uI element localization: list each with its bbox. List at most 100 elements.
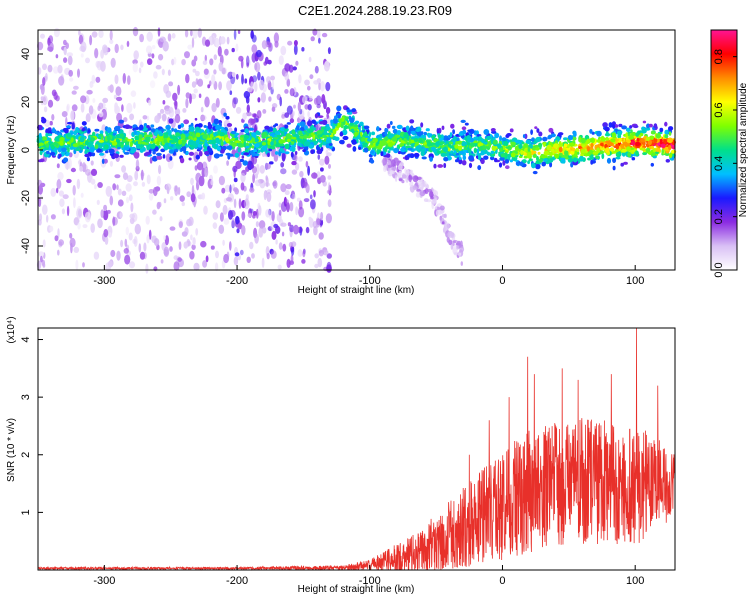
spectrogram-noise-cell	[186, 218, 192, 227]
snr-background	[38, 328, 675, 570]
spectrogram-branch-cell	[446, 237, 450, 243]
spectrogram-noise-cell	[204, 167, 209, 178]
spectrogram-signal-cell	[429, 156, 433, 162]
spectrogram-noise-cell	[261, 257, 265, 268]
spectrogram-noise-cell	[184, 227, 189, 236]
spectrogram-noise-cell	[309, 194, 313, 200]
spectrogram-signal-cell	[547, 134, 553, 139]
spectrogram-signal-cell	[631, 131, 637, 136]
spectrogram-noise-cell	[177, 257, 182, 262]
spectrogram-branch-cell	[447, 230, 453, 239]
spectrogram-signal-cell	[175, 138, 179, 143]
spectrogram-noise-cell	[102, 209, 109, 221]
spectrogram-noise-cell	[100, 209, 104, 219]
spectrogram-noise-cell	[268, 96, 272, 102]
spectrogram-signal-cell	[195, 126, 200, 132]
spectrogram-signal-cell	[572, 136, 577, 141]
spectrogram-signal-cell	[405, 145, 412, 149]
spectrogram-signal-cell	[168, 118, 174, 124]
x-tick-label: 100	[626, 275, 644, 287]
spectrogram-signal-cell	[175, 132, 180, 137]
spectrogram-noise-cell	[42, 204, 48, 215]
spectrogram-signal-cell	[473, 130, 478, 136]
spectrogram-signal-cell	[642, 152, 647, 156]
spectrogram-signal-cell	[173, 128, 178, 133]
spectrogram-noise-cell	[284, 89, 289, 94]
spectrogram-noise-cell	[95, 76, 101, 83]
spectrogram-signal-cell	[504, 159, 510, 164]
spectrogram-branch-cell	[394, 174, 398, 182]
spectrogram-signal-cell	[146, 125, 150, 129]
x-tick-label: -100	[359, 275, 381, 287]
spectrogram-noise-cell	[307, 85, 311, 91]
spectrogram-noise-cell	[161, 113, 167, 122]
spectrogram-noise-cell	[314, 263, 319, 269]
spectrogram-noise-cell	[153, 71, 158, 79]
spectrogram-signal-cell	[157, 137, 163, 142]
spectrogram-noise-cell	[124, 238, 128, 247]
spectrogram-noise-cell	[233, 198, 237, 209]
spectrogram-noise-cell	[301, 259, 306, 264]
spectrogram-noise-cell	[271, 106, 276, 112]
spectrogram-signal-cell	[438, 137, 444, 141]
spectrogram-signal-cell	[279, 147, 284, 152]
spectrogram-noise-cell	[287, 40, 293, 46]
y-tick-label: 1	[20, 509, 32, 515]
spectrogram-noise-cell	[171, 33, 176, 39]
spectrogram-noise-cell	[218, 61, 224, 72]
spectrogram-signal-cell	[334, 115, 338, 120]
spectrogram-noise-cell	[204, 54, 207, 62]
spectrogram-signal-cell	[664, 129, 669, 135]
spectrogram-signal-cell	[415, 145, 421, 151]
spectrogram-noise-cell	[310, 36, 315, 42]
spectrogram-signal-cell	[350, 128, 355, 133]
spectrogram-noise-cell	[215, 200, 221, 209]
spectrogram-noise-cell	[116, 112, 123, 122]
spectrogram-noise-cell	[80, 192, 84, 198]
spectrogram-signal-cell	[542, 136, 548, 142]
spectrogram-noise-cell	[191, 37, 195, 48]
spectrogram-signal-cell	[651, 152, 657, 157]
spectrogram-signal-cell	[604, 126, 610, 132]
spectrogram-noise-cell	[221, 187, 226, 194]
spectrogram-signal-cell	[435, 141, 440, 148]
spectrogram-noise-cell	[239, 249, 244, 256]
spectrogram-noise-cell	[254, 173, 258, 179]
spectrogram-signal-cell	[197, 144, 202, 148]
y-tick-label: 0	[20, 147, 32, 153]
spectrogram-signal-cell	[546, 144, 552, 151]
spectrogram-signal-cell	[443, 163, 447, 168]
spectrogram-signal-cell	[570, 150, 575, 155]
spectrogram-signal-cell	[146, 144, 151, 151]
spectrogram-signal-cell	[231, 142, 238, 147]
spectrogram-signal-cell	[283, 127, 289, 132]
spectrogram-signal-cell	[210, 133, 213, 139]
spectrogram-noise-cell	[270, 75, 275, 81]
spectrogram-noise-cell	[212, 212, 219, 220]
spectrogram-signal-cell	[404, 155, 408, 161]
spectrogram-signal-cell	[625, 132, 628, 138]
spectrogram-signal-cell	[139, 148, 144, 153]
spectrogram-branch-cell	[435, 209, 440, 217]
spectrogram-noise-cell	[101, 108, 107, 120]
spectrogram-noise-cell	[284, 63, 291, 72]
spectrogram-signal-cell	[87, 142, 92, 146]
spectrogram-noise-cell	[318, 232, 324, 240]
spectrogram-signal-cell	[220, 140, 224, 147]
spectrogram-signal-cell	[228, 153, 234, 157]
spectrogram-signal-cell	[481, 138, 485, 144]
spectrogram-signal-cell	[483, 129, 490, 135]
spectrogram-branch-cell	[382, 157, 388, 166]
spectrogram-noise-cell	[163, 246, 170, 257]
spectrogram-signal-cell	[323, 131, 328, 136]
spectrogram-noise-cell	[143, 242, 147, 252]
spectrogram-signal-cell	[618, 123, 623, 128]
spectrogram-noise-cell	[178, 241, 182, 251]
spectrogram-noise-cell	[128, 194, 133, 202]
spectrogram-noise-cell	[284, 112, 290, 118]
spectrogram-signal-cell	[108, 148, 115, 154]
spectrogram-noise-cell	[66, 178, 72, 184]
spectrogram-signal-cell	[188, 151, 195, 156]
spectrogram-signal-cell	[121, 141, 124, 145]
spectrogram-branch-cell	[443, 213, 447, 219]
